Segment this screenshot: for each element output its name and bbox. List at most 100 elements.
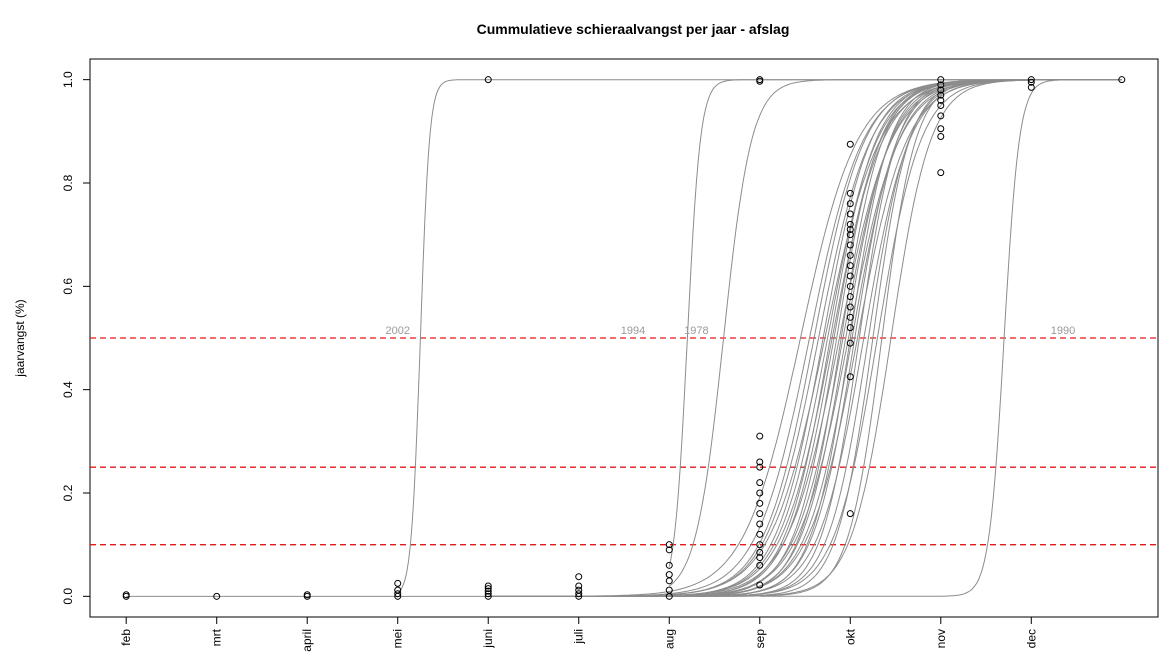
data-point: [937, 125, 945, 133]
data-point: [756, 561, 764, 569]
x-tick-label: april: [300, 629, 314, 652]
data-point: [394, 586, 402, 594]
data-point: [937, 112, 945, 120]
data-point: [665, 571, 673, 579]
data-point: [756, 499, 764, 507]
data-point: [937, 169, 945, 177]
data-point: [756, 432, 764, 440]
data-point: [756, 77, 764, 85]
data-point: [756, 489, 764, 497]
data-point: [756, 548, 764, 556]
data-point: [665, 561, 673, 569]
data-point: [846, 313, 854, 321]
data-point: [846, 282, 854, 290]
data-point: [846, 272, 854, 280]
data-point: [484, 585, 492, 593]
y-axis: 0.0 0.2 0.4 0.6 0.8 1.0: [61, 71, 90, 605]
reference-lines: [90, 337, 1158, 546]
x-tick-label: mrt: [210, 628, 224, 646]
data-point: [665, 546, 673, 554]
data-point: [937, 81, 945, 89]
x-tick-label: feb: [119, 629, 133, 646]
data-point: [846, 226, 854, 233]
curves: [126, 79, 1122, 597]
data-point: [484, 76, 492, 84]
data-point: [846, 241, 854, 249]
data-point: [846, 303, 854, 311]
y-tick-label: 0.2: [61, 484, 75, 501]
series-curve: [488, 79, 1122, 597]
data-point: [846, 262, 854, 270]
curve-label-1994: 1994: [621, 325, 645, 337]
data-point: [484, 590, 492, 598]
data-point: [756, 510, 764, 518]
data-point: [1027, 78, 1035, 86]
data-point: [665, 586, 673, 594]
y-tick-label: 0.6: [61, 278, 75, 295]
data-point: [846, 231, 854, 239]
series-curve-1994: [668, 79, 1122, 567]
data-point: [756, 463, 764, 471]
series-curve-1978: [668, 79, 1122, 587]
y-tick-label: 0.4: [61, 381, 75, 398]
x-tick-label: juni: [481, 629, 495, 649]
curve-label-2002: 2002: [385, 325, 409, 337]
y-axis-label: jaarvangst (%): [13, 299, 27, 377]
x-tick-label: mei: [391, 629, 405, 648]
x-tick-label: nov: [934, 629, 948, 648]
data-point: [756, 581, 764, 589]
data-point: [846, 220, 854, 228]
data-point: [484, 587, 492, 595]
data-point: [213, 592, 221, 600]
x-tick-label: juli: [572, 629, 586, 645]
data-point: [937, 91, 945, 99]
data-point: [756, 541, 764, 549]
data-point: [937, 96, 945, 104]
data-point: [846, 189, 854, 197]
data-point: [575, 573, 583, 581]
data-point: [846, 293, 854, 301]
data-point: [1027, 83, 1035, 91]
data-point: [756, 554, 764, 562]
data-point: [756, 530, 764, 538]
data-point: [756, 479, 764, 487]
y-tick-label: 0.0: [61, 588, 75, 605]
data-point: [665, 577, 673, 585]
data-point: [846, 210, 854, 218]
series-curve-2002: [397, 79, 1122, 594]
data-point: [394, 579, 402, 587]
x-tick-label: dec: [1024, 629, 1038, 648]
x-tick-label: aug: [662, 629, 676, 649]
data-point: [937, 86, 945, 94]
data-point: [575, 586, 583, 594]
y-tick-label: 1.0: [61, 71, 75, 88]
data-point: [846, 510, 854, 518]
data-point: [122, 591, 130, 599]
data-point: [575, 590, 583, 598]
y-tick-label: 0.8: [61, 174, 75, 191]
data-point: [937, 76, 945, 84]
x-tick-label: okt: [843, 628, 857, 645]
data-point: [665, 541, 673, 549]
data-point: [394, 590, 402, 598]
data-point: [1027, 76, 1035, 84]
data-points: [122, 76, 1126, 600]
data-point: [484, 592, 492, 600]
chart-title: Cummulatieve schieraalvangst per jaar - …: [477, 21, 790, 37]
x-tick-label: sep: [753, 629, 767, 649]
data-point: [846, 373, 854, 381]
data-point: [846, 200, 854, 208]
data-point: [846, 140, 854, 148]
curve-label-1978: 1978: [684, 325, 708, 337]
data-point: [1118, 76, 1126, 84]
curve-label-1990: 1990: [1051, 325, 1075, 337]
curve-labels: 2002 1994 1978 1990: [385, 325, 1075, 337]
data-point: [303, 591, 311, 599]
data-point: [846, 324, 854, 332]
series-curve-1990: [759, 79, 1122, 597]
x-axis: feb mrt april mei juni juli aug sep okt nov dec: [119, 617, 1038, 652]
data-point: [484, 582, 492, 590]
data-point: [756, 458, 764, 466]
data-point: [937, 133, 945, 140]
